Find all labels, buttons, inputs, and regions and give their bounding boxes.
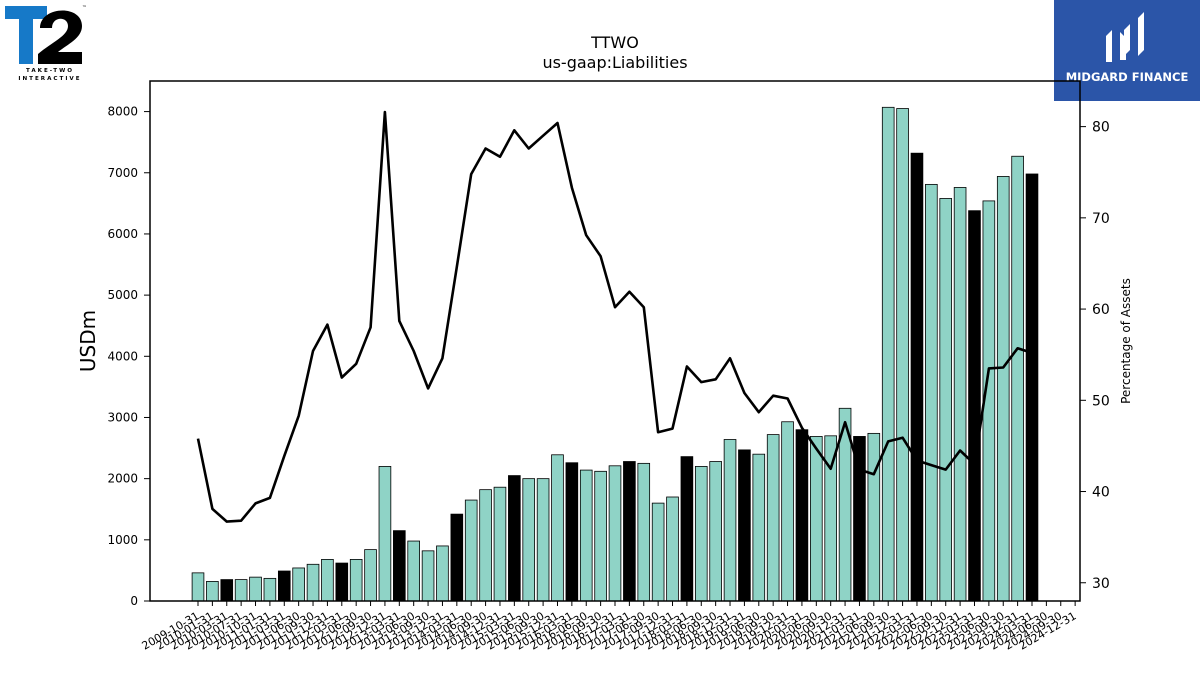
bar-19	[464, 499, 478, 602]
y-tick-label-7: 7000	[107, 166, 138, 180]
bar-39	[752, 453, 766, 602]
bar-49	[896, 108, 909, 602]
bar-44	[824, 435, 837, 602]
bar-28	[594, 470, 607, 602]
bar-4	[249, 576, 262, 602]
bar-35	[694, 466, 708, 602]
bar-11	[349, 559, 363, 602]
y-tick-label-8: 8000	[107, 105, 138, 119]
bar-5	[263, 577, 277, 602]
y2-axis-label: Percentage of Assets	[1119, 278, 1133, 404]
y-tick-label-5: 5000	[107, 288, 138, 302]
bar-36	[709, 461, 722, 602]
bar-13	[378, 466, 392, 602]
bar-31	[637, 462, 651, 602]
bar-42	[795, 429, 809, 602]
y2-tick-label-3: 60	[1092, 302, 1110, 318]
midgard-logo-icon	[1106, 12, 1144, 62]
bar-22	[508, 475, 521, 602]
take-two-logo: ™ TAKE-TWO INTERACTIVE	[0, 0, 100, 90]
left-axis-ticks: 0 1000 2000 3000 4000 5000 6000 7000 8000	[107, 105, 150, 608]
bar-56	[996, 176, 1010, 602]
line-series	[196, 110, 1033, 523]
bar-20	[479, 489, 492, 602]
brand-name: MIDGARD FINANCE	[1065, 70, 1189, 84]
bar-33	[666, 496, 679, 602]
y-tick-label-2: 2000	[107, 472, 138, 486]
chart-title: TTWO	[590, 33, 639, 52]
bar-34	[680, 456, 694, 602]
bar-18	[450, 513, 464, 602]
bar-26	[565, 462, 579, 602]
bar-32	[651, 502, 665, 602]
y-axis-label: USDm	[76, 310, 100, 372]
logo-line-1: TAKE-TWO	[25, 68, 75, 74]
y2-tick-label-0: 30	[1092, 576, 1110, 592]
bar-0	[191, 572, 205, 602]
bar-8	[306, 563, 320, 602]
bar-6	[277, 570, 291, 602]
bar-14	[393, 530, 406, 602]
bar-7	[292, 567, 305, 602]
bar-43	[810, 436, 823, 602]
y-tick-label-6: 6000	[107, 227, 138, 241]
bar-27	[579, 469, 593, 602]
bar-21	[493, 486, 507, 602]
chart-subtitle: us-gaap:Liabilities	[542, 53, 687, 72]
y2-tick-label-2: 50	[1092, 393, 1110, 409]
bar-15	[407, 540, 420, 602]
y-tick-label-4: 4000	[107, 349, 138, 363]
bar-9	[321, 559, 334, 602]
logo-line-2: INTERACTIVE	[18, 76, 82, 82]
bar-47	[867, 432, 881, 602]
bar-40	[766, 434, 780, 602]
bar-23	[522, 478, 536, 602]
bar-3	[234, 579, 248, 602]
bar-58	[1025, 173, 1039, 602]
y2-tick-label-5: 80	[1092, 120, 1110, 136]
svg-text:™: ™	[82, 5, 87, 11]
bar-52	[939, 198, 953, 602]
bar-57	[1011, 155, 1024, 602]
y-tick-label-0: 0	[130, 594, 138, 608]
bar-10	[335, 562, 349, 602]
y2-tick-label-1: 40	[1092, 485, 1110, 501]
bar-30	[623, 461, 636, 602]
bar-2	[220, 579, 234, 602]
bar-12	[364, 549, 377, 602]
right-axis-ticks: 30 40 50 60 70 80	[1080, 120, 1110, 592]
x-axis-ticks: 2009-10-312010-01-312010-03-312010-07-31…	[140, 601, 1079, 653]
bar-50	[910, 152, 924, 602]
bar-1	[206, 581, 219, 602]
y-tick-label-3: 3000	[107, 410, 138, 424]
bar-16	[421, 550, 435, 602]
t2-logo-icon: ™	[5, 5, 87, 64]
bar-41	[781, 421, 794, 602]
midgard-finance-logo: MIDGARD FINANCE	[1054, 0, 1200, 101]
bar-38	[738, 449, 751, 602]
y-tick-label-1: 1000	[107, 533, 138, 547]
bar-29	[608, 465, 622, 602]
bar-17	[436, 545, 449, 602]
bar-51	[925, 183, 938, 602]
percentage-line	[196, 110, 1033, 523]
bar-37	[723, 439, 737, 602]
bar-54	[968, 210, 981, 602]
y2-tick-label-4: 70	[1092, 211, 1110, 227]
bar-46	[853, 436, 866, 602]
bar-24	[536, 478, 550, 602]
bar-25	[551, 454, 564, 602]
bar-53	[953, 187, 967, 602]
bar-series	[191, 106, 1039, 602]
bar-48	[881, 106, 895, 602]
